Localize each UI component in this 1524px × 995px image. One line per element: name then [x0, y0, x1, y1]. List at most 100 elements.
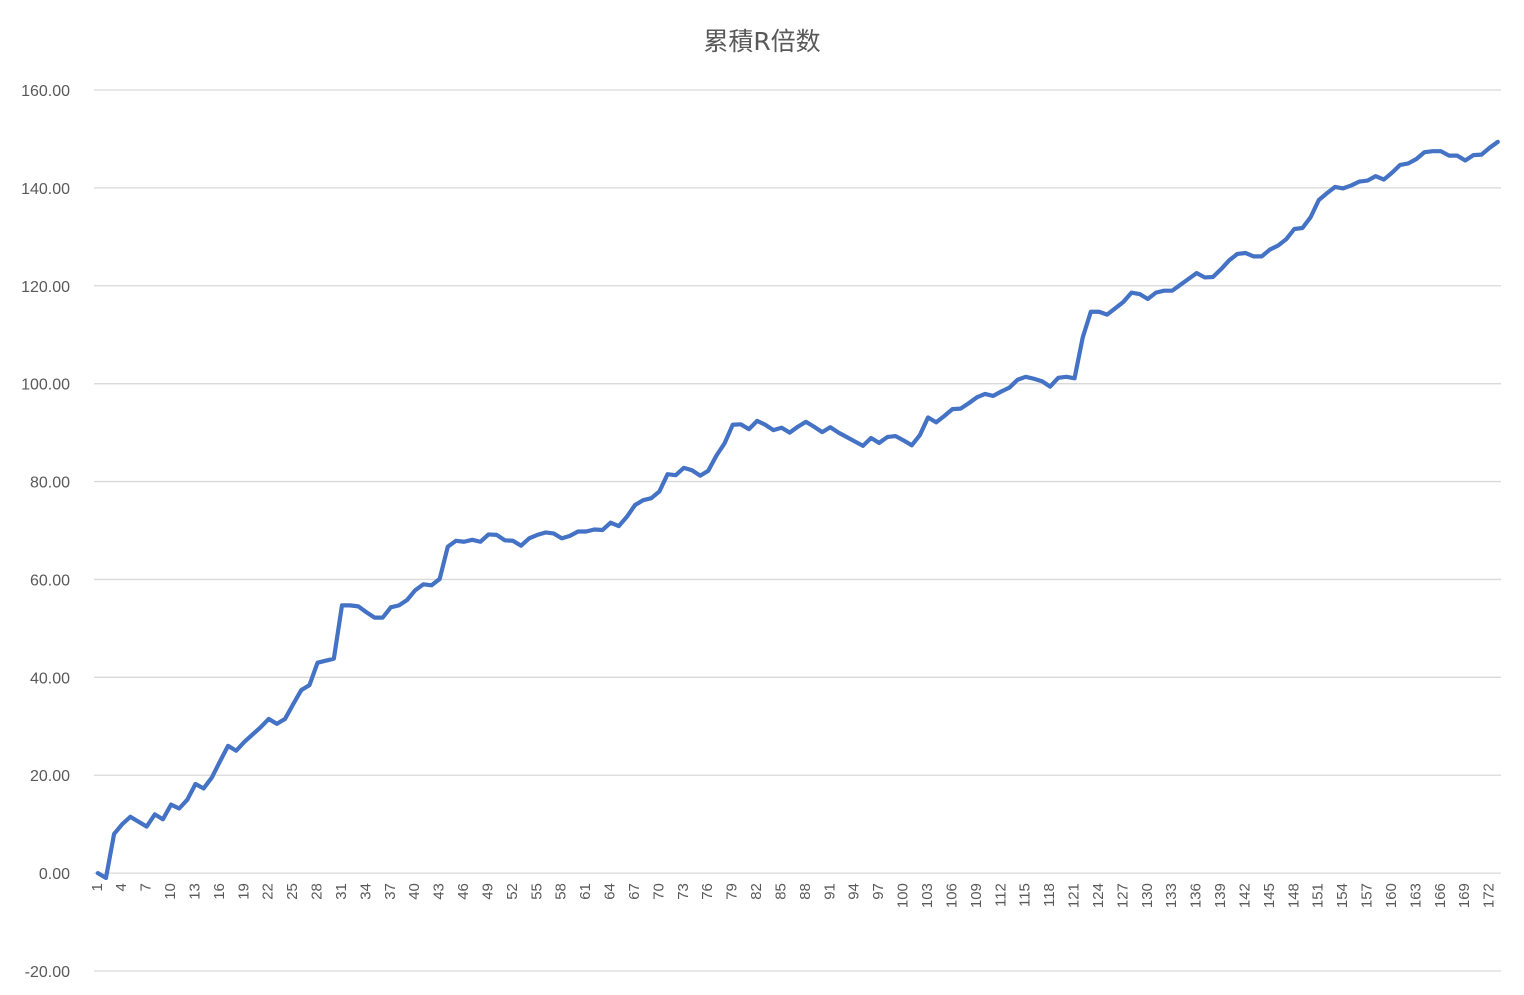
- data-point: [1040, 379, 1044, 383]
- x-tick-label: 160: [1383, 883, 1400, 908]
- data-point: [1186, 277, 1190, 281]
- data-point: [1292, 227, 1296, 231]
- data-point: [1097, 310, 1101, 314]
- x-tick-label: 145: [1261, 883, 1278, 908]
- x-tick-label: 163: [1407, 883, 1424, 908]
- data-point: [446, 545, 450, 549]
- x-tick-label: 76: [699, 883, 716, 900]
- data-point: [1121, 300, 1125, 304]
- data-point: [1056, 376, 1060, 380]
- data-point: [1439, 149, 1443, 153]
- data-point: [1219, 267, 1223, 271]
- data-point: [1325, 191, 1329, 195]
- data-point: [364, 610, 368, 614]
- data-point: [1064, 375, 1068, 379]
- data-point: [625, 515, 629, 519]
- data-point: [1154, 291, 1158, 295]
- data-point: [1105, 313, 1109, 317]
- x-tick-label: 109: [968, 883, 985, 908]
- data-point: [1471, 153, 1475, 157]
- data-point: [96, 871, 100, 875]
- data-point: [828, 425, 832, 429]
- data-point: [250, 733, 254, 737]
- data-point: [934, 420, 938, 424]
- data-point: [918, 433, 922, 437]
- data-point: [153, 812, 157, 816]
- data-point: [421, 582, 425, 586]
- series-line: [95, 139, 1500, 881]
- x-tick-label: 154: [1334, 883, 1351, 908]
- data-point: [218, 760, 222, 764]
- data-point: [478, 540, 482, 544]
- data-point: [747, 427, 751, 431]
- x-tick-label: 115: [1017, 883, 1034, 907]
- x-tick-label: 22: [260, 883, 277, 900]
- x-tick-label: 73: [675, 883, 692, 900]
- data-point: [983, 392, 987, 396]
- data-point: [1496, 140, 1500, 144]
- data-point: [324, 659, 328, 663]
- data-point: [316, 661, 320, 665]
- x-tick-label: 79: [724, 883, 741, 900]
- data-point: [731, 423, 735, 427]
- data-point: [389, 605, 393, 609]
- data-point: [405, 598, 409, 602]
- data-point: [991, 394, 995, 398]
- data-point: [1016, 378, 1020, 382]
- x-tick-label: 85: [772, 883, 789, 900]
- data-point: [1366, 179, 1370, 183]
- data-point: [1390, 171, 1394, 175]
- data-point: [1284, 237, 1288, 241]
- data-point: [1382, 178, 1386, 182]
- series-layer: [95, 139, 1500, 881]
- data-point: [413, 588, 417, 592]
- x-tick-label: 139: [1212, 883, 1229, 908]
- data-point: [1081, 336, 1085, 340]
- y-tick-label: 40.00: [30, 670, 70, 687]
- data-point: [633, 503, 637, 507]
- x-tick-label: 7: [138, 883, 155, 891]
- data-point: [1423, 150, 1427, 154]
- data-point: [1309, 215, 1313, 219]
- data-point: [1260, 254, 1264, 258]
- x-tick-label: 55: [528, 883, 545, 900]
- data-point: [967, 401, 971, 405]
- data-point: [788, 431, 792, 435]
- data-point: [373, 616, 377, 620]
- data-point: [307, 683, 311, 687]
- data-point: [755, 419, 759, 423]
- data-point: [527, 536, 531, 540]
- x-tick-label: 157: [1359, 883, 1376, 908]
- x-tick-label: 136: [1188, 883, 1205, 908]
- data-point: [861, 444, 865, 448]
- x-tick-label: 52: [504, 883, 521, 900]
- data-point: [470, 538, 474, 542]
- x-tick-label: 142: [1236, 883, 1253, 908]
- data-point: [1073, 376, 1077, 380]
- data-point: [739, 422, 743, 426]
- data-point: [1089, 310, 1093, 314]
- gridlines: [94, 89, 1501, 972]
- y-axis-ticks: -20.00 0.00 20.00 40.00 60.00 80.00 100.00 120.…: [21, 83, 70, 981]
- data-point: [381, 616, 385, 620]
- data-point: [576, 529, 580, 533]
- data-point: [1317, 198, 1321, 202]
- data-point: [1406, 161, 1410, 165]
- y-tick-label: 120.00: [21, 279, 70, 296]
- data-point: [1227, 258, 1231, 262]
- data-point: [845, 435, 849, 439]
- x-tick-label: 58: [553, 883, 570, 900]
- x-tick-label: 67: [626, 883, 643, 900]
- data-point: [657, 489, 661, 493]
- data-point: [641, 498, 645, 502]
- data-point: [1178, 283, 1182, 287]
- x-tick-label: 4: [113, 883, 130, 891]
- x-tick-label: 148: [1285, 883, 1302, 908]
- data-point: [592, 528, 596, 532]
- x-axis-ticks: 1 4 7 10 13 16 19 22 25 28 31 34 37 40 43 46 49 52 55 58 61 6…: [89, 883, 1498, 908]
- data-point: [942, 414, 946, 418]
- data-point: [568, 534, 572, 538]
- x-tick-label: 88: [797, 883, 814, 900]
